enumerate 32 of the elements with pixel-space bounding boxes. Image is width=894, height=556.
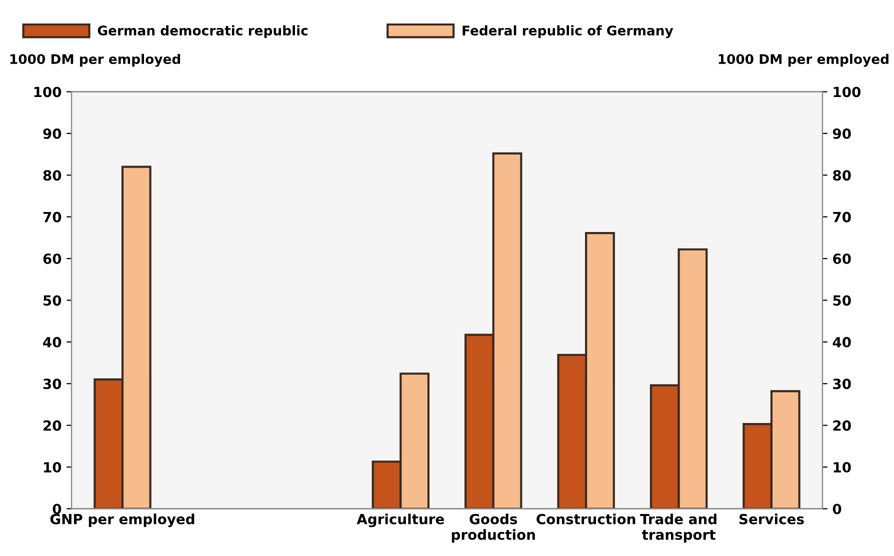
y-tick-label: 70 bbox=[43, 212, 62, 222]
y2-axis-title: 1000 DM per employed bbox=[718, 54, 888, 67]
y-tick-label: 40 bbox=[43, 336, 62, 348]
x-tick-label: Agriculture bbox=[356, 514, 444, 528]
y2-tick-label: 70 bbox=[833, 212, 851, 222]
y2-tick-label: 40 bbox=[832, 336, 851, 348]
y2-tick-label: 10 bbox=[834, 462, 851, 473]
x-tick-label: Goods production bbox=[452, 514, 535, 543]
y-tick-label: 50 bbox=[44, 295, 62, 306]
y2-tick-label: 60 bbox=[833, 254, 851, 264]
y2-tick-label: 30 bbox=[833, 378, 851, 390]
y2-tick-label: 90 bbox=[832, 128, 851, 139]
y2-tick-label: 20 bbox=[833, 420, 851, 431]
y-tick-label: 30 bbox=[43, 378, 62, 390]
y-tick-label: 90 bbox=[43, 128, 62, 139]
y-tick-label: 100 bbox=[34, 86, 62, 98]
x-tick-label: GNP per employed bbox=[50, 514, 194, 528]
x-tick-label: Construction bbox=[536, 514, 636, 524]
y-tick-label: 20 bbox=[44, 420, 62, 431]
y2-tick-label: 100 bbox=[834, 86, 861, 98]
legend-label: Federal republic of Germany bbox=[462, 25, 674, 38]
y-tick-label: 80 bbox=[43, 170, 62, 181]
y-axis-title: 1000 DM per employed bbox=[10, 54, 180, 67]
y2-tick-label: 50 bbox=[833, 295, 851, 306]
y2-tick-label: 80 bbox=[833, 170, 851, 181]
y2-tick-label: 0 bbox=[832, 504, 842, 514]
y-tick-label: 0 bbox=[52, 504, 62, 514]
y-tick-label: 60 bbox=[43, 254, 62, 264]
x-tick-label: Trade and transport bbox=[640, 514, 716, 543]
x-tick-label: Services bbox=[739, 514, 804, 524]
y-tick-label: 10 bbox=[44, 462, 62, 473]
legend-label: German democratic republic bbox=[98, 25, 308, 38]
